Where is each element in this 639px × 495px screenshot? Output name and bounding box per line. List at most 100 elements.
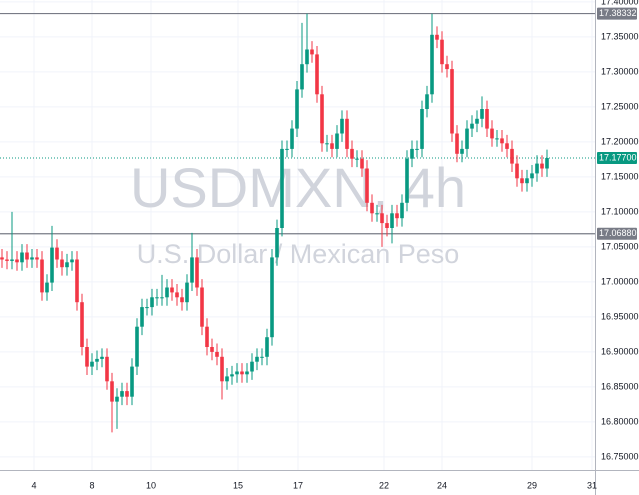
- candle-body: [40, 259, 44, 293]
- price-tag-label: 17.38332: [599, 8, 637, 18]
- candle-body: [10, 259, 14, 261]
- candle-body: [535, 163, 539, 174]
- x-tick-label: 10: [146, 480, 156, 490]
- candle-body: [340, 118, 344, 134]
- candle-body: [510, 148, 514, 164]
- candle-body: [495, 138, 499, 140]
- candle-body: [365, 168, 369, 203]
- y-tick-label: 16.80000: [601, 416, 639, 426]
- candle-body: [315, 54, 319, 95]
- candle-body: [25, 252, 29, 260]
- candle-body: [300, 64, 304, 90]
- candle-body: [355, 158, 359, 160]
- candle-body: [95, 358, 99, 362]
- candle-body: [105, 356, 109, 382]
- candle-body: [155, 297, 159, 299]
- candle-body: [110, 381, 114, 402]
- candle-body: [5, 259, 9, 261]
- candle-body: [445, 64, 449, 70]
- candle-body: [310, 49, 314, 55]
- candle-body: [125, 391, 129, 397]
- y-tick-label: 17.10000: [601, 206, 639, 216]
- candle-body: [200, 287, 204, 327]
- candle-body: [455, 133, 459, 154]
- candle-body: [100, 356, 104, 359]
- candle-body: [465, 128, 469, 149]
- candle-body: [270, 257, 274, 338]
- candle-body: [275, 227, 279, 258]
- candle-body: [370, 202, 374, 214]
- candle-body: [165, 287, 169, 298]
- x-tick-label: 17: [293, 480, 303, 490]
- candle-body: [50, 247, 54, 283]
- candle-body: [15, 259, 19, 263]
- candle-body: [205, 326, 209, 348]
- candle-body: [260, 356, 264, 358]
- candle-body: [385, 223, 389, 228]
- x-tick-label: 24: [437, 480, 447, 490]
- candle-body: [435, 34, 439, 40]
- candle-body: [335, 133, 339, 149]
- y-tick-label: 17.40000: [601, 0, 639, 6]
- candle-body: [475, 118, 479, 124]
- y-tick-label: 17.35000: [601, 31, 639, 41]
- candle-body: [375, 213, 379, 215]
- x-tick-label: 29: [527, 480, 537, 490]
- x-tick-label: 22: [379, 480, 389, 490]
- price-tag: [597, 7, 637, 20]
- candle-body: [500, 138, 504, 144]
- candle-body: [295, 89, 299, 129]
- candle-body: [530, 173, 534, 179]
- candle-body: [215, 351, 219, 357]
- candle-body: [460, 148, 464, 154]
- candle-body: [65, 262, 69, 268]
- y-tick-label: 16.90000: [601, 346, 639, 356]
- candle-body: [515, 163, 519, 179]
- price-tag-label: 17.06880: [599, 228, 637, 238]
- candle-body: [470, 123, 474, 129]
- x-tick-label: 4: [31, 480, 36, 490]
- candle-body: [520, 178, 524, 184]
- candle-body: [55, 247, 59, 260]
- candle-body: [240, 371, 244, 375]
- y-tick-label: 17.15000: [601, 171, 639, 181]
- candle-body: [280, 148, 284, 228]
- candle-body: [210, 347, 214, 352]
- candle-body: [305, 49, 309, 65]
- x-tick-label: 31: [587, 480, 597, 490]
- candle-body: [195, 257, 199, 288]
- candle-body: [60, 259, 64, 268]
- candle-body: [75, 259, 79, 303]
- candle-body: [135, 326, 139, 367]
- candle-body: [415, 148, 419, 150]
- y-tick-label: 17.00000: [601, 276, 639, 286]
- candle-body: [525, 178, 529, 184]
- y-tick-label: 16.95000: [601, 311, 639, 321]
- y-tick-label: 17.30000: [601, 66, 639, 76]
- candle-body: [170, 287, 174, 293]
- candle-body: [30, 257, 34, 260]
- candle-body: [390, 213, 394, 228]
- candle-body: [320, 94, 324, 144]
- candle-body: [245, 371, 249, 375]
- price-tag: [597, 227, 637, 240]
- candle-body: [350, 148, 354, 159]
- candle-body: [330, 143, 334, 149]
- candle-body: [430, 34, 434, 95]
- candle-body: [420, 108, 424, 149]
- candle-body: [20, 252, 24, 263]
- candle-body: [235, 371, 239, 375]
- last-price-label: 17.17700: [599, 152, 637, 162]
- candle-body: [380, 213, 384, 224]
- candle-body: [540, 163, 544, 169]
- candle-body: [145, 307, 149, 309]
- candle-body: [440, 39, 444, 65]
- candle-body: [395, 213, 399, 219]
- candle-body: [230, 374, 234, 377]
- candle-body: [485, 108, 489, 129]
- candle-body: [360, 158, 364, 169]
- candle-body: [150, 297, 154, 308]
- candle-body: [265, 337, 269, 357]
- candle-body: [175, 292, 179, 298]
- candle-body: [90, 361, 94, 367]
